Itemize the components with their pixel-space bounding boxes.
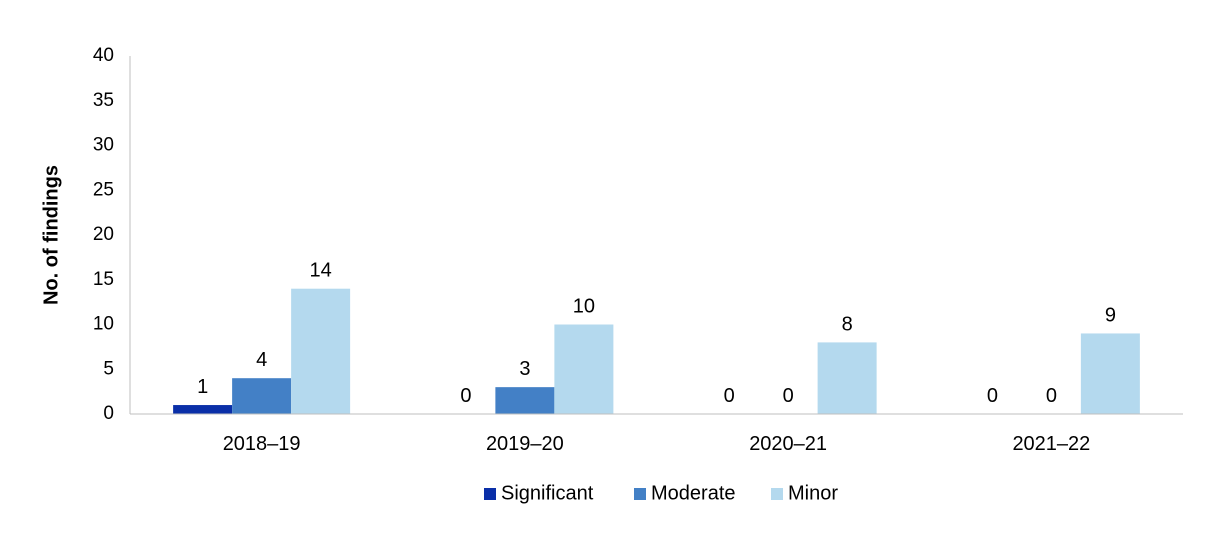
y-axis-ticks: 0 5 10 15 20 25 30 35 40 — [93, 45, 114, 424]
data-label: 9 — [1105, 304, 1116, 326]
bar-minor-2 — [817, 342, 877, 414]
x-category-label: 2021–22 — [1012, 433, 1090, 455]
y-tick-label: 20 — [93, 224, 114, 245]
data-label: 1 — [197, 376, 208, 398]
bar-minor-1 — [554, 324, 614, 414]
y-tick-label: 15 — [93, 269, 114, 290]
data-label: 0 — [460, 385, 471, 407]
data-label: 0 — [1046, 385, 1057, 407]
data-label: 0 — [783, 385, 794, 407]
data-label: 0 — [724, 385, 735, 407]
bars-group — [173, 288, 1140, 414]
data-label: 4 — [256, 349, 267, 371]
bar-significant-0 — [173, 405, 233, 414]
data-label: 3 — [519, 358, 530, 380]
data-label: 10 — [573, 296, 595, 318]
data-label: 0 — [987, 385, 998, 407]
legend-label-significant: Significant — [501, 482, 594, 504]
legend-label-minor: Minor — [788, 482, 838, 504]
y-tick-label: 40 — [93, 45, 114, 66]
x-category-label: 2019–20 — [486, 433, 564, 455]
data-label: 14 — [310, 260, 332, 282]
y-tick-label: 35 — [93, 90, 114, 111]
legend-swatch-significant — [484, 488, 496, 500]
x-category-label: 2018–19 — [223, 433, 301, 455]
category-labels-group: 2018–19 2019–20 2020–21 2021–22 — [223, 433, 1091, 455]
y-tick-label: 10 — [93, 314, 114, 335]
y-tick-label: 25 — [93, 179, 114, 200]
legend-swatch-minor — [771, 488, 783, 500]
bar-moderate-1 — [495, 387, 555, 414]
y-tick-label: 30 — [93, 135, 114, 156]
y-tick-label: 5 — [103, 358, 114, 379]
bar-minor-3 — [1080, 333, 1140, 414]
y-tick-label: 0 — [103, 403, 114, 424]
bar-moderate-0 — [232, 378, 292, 414]
data-label: 8 — [842, 313, 853, 335]
x-category-label: 2020–21 — [749, 433, 827, 455]
legend-swatch-moderate — [634, 488, 646, 500]
legend: Significant Moderate Minor — [484, 482, 838, 504]
bar-minor-0 — [291, 288, 351, 414]
legend-label-moderate: Moderate — [651, 482, 736, 504]
y-axis-title: No. of findings — [40, 165, 62, 305]
